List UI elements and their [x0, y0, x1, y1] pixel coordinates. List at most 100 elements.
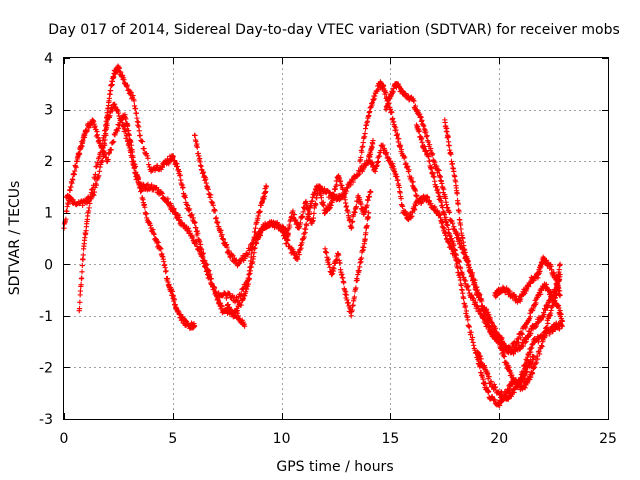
trace-marker — [350, 218, 356, 224]
trace-marker — [486, 374, 492, 380]
trace-marker — [471, 342, 477, 348]
trace-marker — [213, 289, 219, 296]
trace-marker — [451, 224, 457, 230]
y-tick-label: -1 — [39, 309, 53, 325]
trace-marker — [213, 215, 219, 222]
x-tick-label: 25 — [599, 431, 617, 447]
trace-marker — [358, 255, 365, 261]
trace-marker — [177, 172, 183, 178]
trace-marker — [106, 151, 112, 157]
x-tick-label: 5 — [168, 431, 177, 447]
trace-marker — [97, 164, 103, 170]
series-track-4 — [191, 132, 291, 269]
trace-marker — [290, 208, 296, 214]
trace-marker — [230, 253, 236, 259]
trace-marker — [318, 195, 324, 201]
trace-marker — [445, 222, 451, 228]
trace-marker — [314, 195, 320, 201]
trace-marker — [539, 343, 545, 350]
trace-marker — [394, 131, 400, 137]
trace-marker — [122, 128, 129, 134]
trace-marker — [300, 213, 306, 220]
trace-marker — [484, 321, 490, 328]
trace-marker — [556, 285, 562, 291]
trace-marker — [517, 377, 523, 384]
trace-marker — [209, 281, 215, 287]
trace-marker — [486, 312, 492, 318]
trace-marker — [459, 271, 466, 277]
data-point — [91, 189, 98, 195]
trace-marker — [504, 345, 510, 351]
trace-marker — [91, 192, 97, 198]
trace-marker — [226, 291, 233, 297]
trace-marker — [177, 214, 183, 221]
trace-marker — [462, 303, 469, 309]
trace-marker — [470, 339, 476, 346]
trace-marker — [275, 222, 281, 228]
trace-marker — [192, 219, 198, 226]
data-point — [196, 246, 202, 252]
trace-marker — [261, 196, 267, 202]
trace-marker — [192, 132, 198, 139]
trace-marker — [353, 285, 359, 291]
trace-marker — [212, 208, 218, 214]
trace-marker — [77, 288, 84, 294]
trace-marker — [118, 117, 125, 123]
data-point — [426, 158, 433, 164]
trace-marker — [497, 402, 503, 409]
trace-marker — [358, 201, 364, 207]
trace-marker — [476, 308, 482, 314]
trace-marker — [474, 303, 480, 309]
trace-marker — [337, 260, 343, 266]
trace-marker — [80, 202, 86, 208]
trace-marker — [518, 330, 525, 337]
trace-marker — [99, 158, 106, 164]
trace-marker — [488, 378, 494, 385]
trace-marker — [492, 384, 499, 390]
trace-marker — [142, 204, 148, 210]
trace-marker — [423, 134, 430, 140]
trace-marker — [336, 252, 342, 258]
trace-marker — [462, 281, 468, 287]
trace-marker — [375, 86, 381, 92]
trace-marker — [430, 151, 436, 157]
trace-marker — [163, 268, 169, 274]
series-track-2 — [76, 63, 269, 314]
trace-marker — [291, 212, 297, 218]
trace-marker — [329, 271, 336, 277]
data-point — [191, 323, 198, 329]
trace-marker — [469, 272, 475, 278]
trace-marker — [131, 165, 138, 171]
trace-marker — [462, 249, 468, 255]
trace-marker — [485, 309, 491, 315]
trace-marker — [85, 208, 92, 214]
trace-marker — [136, 128, 142, 134]
trace-marker — [343, 188, 349, 194]
trace-marker — [393, 127, 399, 133]
trace-marker — [101, 148, 107, 154]
trace-marker — [80, 257, 86, 263]
trace-marker — [194, 144, 200, 150]
trace-marker — [82, 235, 88, 241]
trace-marker — [426, 153, 432, 160]
trace-marker — [463, 278, 469, 284]
trace-marker — [456, 209, 462, 215]
trace-marker — [495, 335, 502, 341]
trace-marker — [263, 188, 269, 195]
trace-marker — [510, 351, 517, 357]
series-track-8 — [357, 79, 537, 409]
trace-marker — [284, 237, 290, 243]
trace-marker — [538, 342, 545, 349]
trace-marker — [147, 222, 154, 229]
trace-marker — [124, 82, 131, 88]
trace-marker — [468, 329, 474, 335]
trace-marker — [102, 142, 108, 148]
trace-marker — [425, 194, 431, 201]
trace-marker — [111, 139, 117, 145]
trace-marker — [360, 166, 366, 172]
trace-marker — [325, 256, 331, 262]
trace-marker — [492, 325, 499, 331]
trace-marker — [79, 269, 85, 275]
trace-marker — [353, 204, 359, 210]
x-tick-label: 10 — [273, 431, 291, 447]
